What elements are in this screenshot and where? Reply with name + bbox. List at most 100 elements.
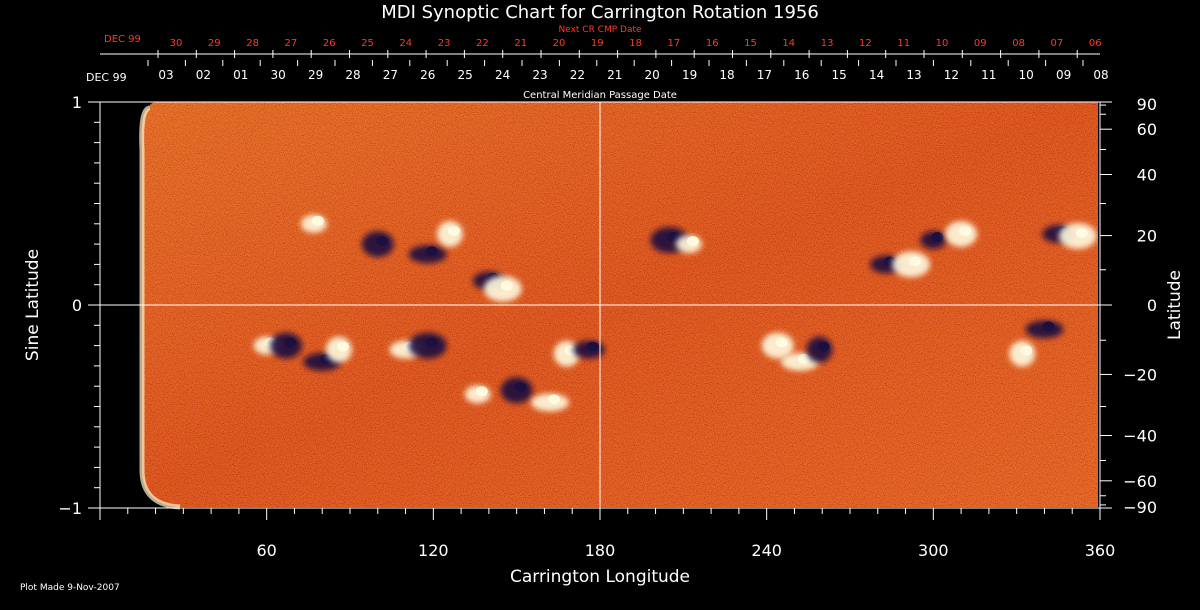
- cmp-tick-label: 15: [832, 68, 847, 82]
- active-region-positive: [300, 214, 327, 233]
- cmp-tick-label: 10: [1019, 68, 1034, 82]
- cmp-tick-label: 19: [682, 68, 697, 82]
- next-cr-tick-label: 25: [361, 38, 374, 49]
- y-left-tick-label: −1: [58, 499, 82, 518]
- cmp-tick-label: 18: [719, 68, 734, 82]
- next-cr-tick-label: 21: [514, 38, 527, 49]
- next-cr-tick-label: 26: [323, 38, 336, 49]
- next-cr-tick-label: 28: [246, 38, 259, 49]
- cmp-tick-label: 09: [1056, 68, 1071, 82]
- next-cr-tick-label: 11: [897, 38, 910, 49]
- latitude-axis: 90 60 40 20 0 −20 −40 −60 −90: [1100, 95, 1157, 517]
- next-cr-tick-label: 16: [706, 38, 719, 49]
- active-region-positive: [892, 251, 931, 278]
- cmp-tick-label: 02: [196, 68, 211, 82]
- y-right-tick-label: −40: [1123, 426, 1157, 445]
- next-cr-tick-label: 23: [438, 38, 451, 49]
- y-right-tick-label: 40: [1137, 166, 1157, 185]
- cmp-tick-label: 14: [869, 68, 884, 82]
- cmp-date-axis: 03 02 01 30 29 28 27 26 25 24 23 22 21 20 19 18 17 16 15 14…: [147, 60, 1109, 82]
- cmp-tick-label: 16: [794, 68, 809, 82]
- active-region-positive: [1009, 340, 1036, 367]
- x-tick-label: 300: [918, 541, 949, 560]
- next-cr-axis: 30 29 28 27 26 25 24 23 22 21 20 19 18 17 16 15 14 13 12 11…: [157, 38, 1102, 58]
- x-axis-label: Carrington Longitude: [510, 567, 690, 587]
- next-cr-tick-label: 15: [744, 38, 757, 49]
- cmp-tick-label: 27: [383, 68, 398, 82]
- next-cr-tick-label: 09: [974, 38, 987, 49]
- active-region-positive: [483, 275, 522, 302]
- active-region-negative: [408, 245, 447, 264]
- cmp-axis-label: Central Meridian Passage Date: [523, 90, 677, 101]
- polar-noise-edge: [139, 105, 181, 510]
- y-right-tick-label: 20: [1137, 227, 1157, 246]
- active-region-negative: [572, 340, 605, 359]
- cmp-tick-label: 22: [570, 68, 585, 82]
- cmp-tick-label: 29: [308, 68, 323, 82]
- y-axis-right-label: Latitude: [1165, 270, 1185, 340]
- x-tick-label: 180: [585, 541, 616, 560]
- sine-latitude-axis: 1 0 −1: [58, 93, 100, 518]
- next-cr-tick-label: 14: [782, 38, 795, 49]
- x-tick-label: 60: [256, 541, 276, 560]
- active-region-negative: [408, 332, 447, 359]
- x-tick-label: 240: [751, 541, 782, 560]
- next-cr-tick-label: 18: [629, 38, 642, 49]
- active-region-negative: [270, 332, 303, 359]
- plot-made-footer: Plot Made 9-Nov-2007: [20, 583, 120, 593]
- cmp-month-label: DEC 99: [86, 71, 127, 84]
- x-tick-label: 360: [1085, 541, 1116, 560]
- cmp-tick-label: 23: [532, 68, 547, 82]
- next-cr-tick-label: 13: [821, 38, 834, 49]
- longitude-axis: 60 120 180 240 300 360: [99, 508, 1116, 560]
- y-right-tick-label: −20: [1123, 365, 1157, 384]
- y-right-tick-label: −60: [1123, 472, 1157, 491]
- cmp-tick-label: 17: [757, 68, 772, 82]
- cmp-tick-label: 08: [1093, 68, 1108, 82]
- cmp-tick-label: 11: [981, 68, 996, 82]
- active-region-positive: [945, 220, 978, 247]
- next-cr-tick-label: 12: [859, 38, 872, 49]
- active-region-positive: [531, 393, 569, 412]
- active-region-negative: [500, 377, 533, 404]
- active-region-positive: [1058, 222, 1097, 249]
- next-cr-tick-label: 20: [553, 38, 566, 49]
- active-region-negative: [806, 336, 833, 363]
- active-regions: [253, 214, 1097, 412]
- y-right-tick-label: 90: [1137, 95, 1157, 114]
- next-cr-tick-label: 06: [1089, 38, 1102, 49]
- cmp-tick-label: 26: [420, 68, 435, 82]
- next-cr-month-label: DEC 99: [104, 34, 141, 45]
- active-region-positive: [325, 336, 352, 363]
- cmp-tick-label: 03: [158, 68, 173, 82]
- active-region-negative: [361, 231, 394, 258]
- active-region-positive: [761, 332, 794, 359]
- x-tick-label: 120: [418, 541, 449, 560]
- cmp-tick-label: 24: [495, 68, 510, 82]
- y-axis-left-label: Sine Latitude: [23, 249, 43, 361]
- next-cr-tick-label: 27: [285, 38, 298, 49]
- y-right-tick-label: 60: [1137, 120, 1157, 139]
- y-right-tick-label: −90: [1123, 498, 1157, 517]
- cmp-tick-label: 20: [645, 68, 660, 82]
- active-region-positive: [437, 220, 463, 247]
- y-left-tick-label: 1: [72, 93, 82, 112]
- next-cr-tick-label: 10: [936, 38, 949, 49]
- cmp-tick-label: 30: [271, 68, 286, 82]
- cmp-tick-label: 01: [233, 68, 248, 82]
- next-cr-tick-label: 30: [170, 38, 183, 49]
- cmp-tick-label: 13: [906, 68, 921, 82]
- next-cr-tick-label: 17: [668, 38, 681, 49]
- active-region-positive: [464, 385, 491, 404]
- next-cr-tick-label: 22: [476, 38, 489, 49]
- next-cr-tick-label: 19: [591, 38, 604, 49]
- next-cr-tick-label: 08: [1012, 38, 1025, 49]
- y-left-tick-label: 0: [72, 296, 82, 315]
- chart-title: MDI Synoptic Chart for Carrington Rotati…: [381, 2, 819, 23]
- cmp-tick-label: 21: [607, 68, 622, 82]
- active-region-negative: [920, 231, 947, 250]
- next-cr-tick-label: 29: [208, 38, 221, 49]
- y-right-tick-label: 0: [1147, 296, 1157, 315]
- cmp-tick-label: 28: [345, 68, 360, 82]
